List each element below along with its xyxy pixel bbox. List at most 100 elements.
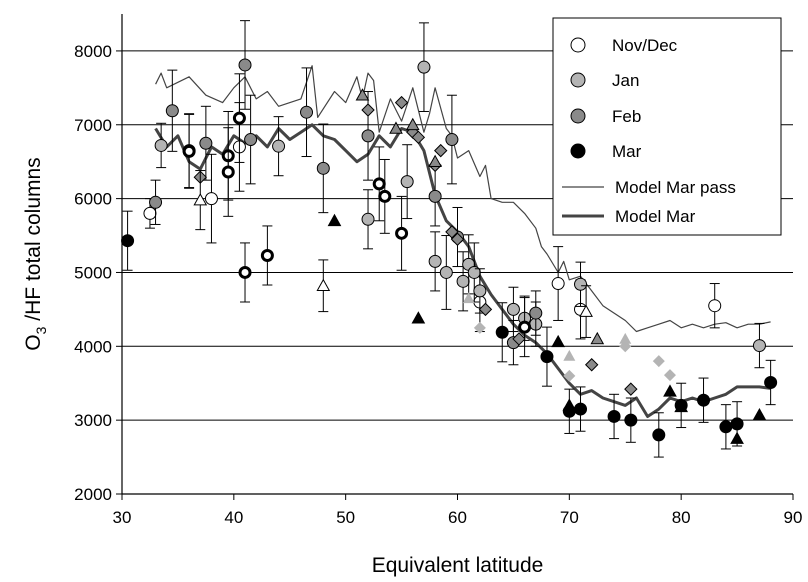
point-nov-dec [204, 192, 218, 206]
point-feb-diamond [361, 103, 375, 117]
point-nov-dec-ring [182, 144, 196, 158]
point-jan-diamond [652, 355, 665, 368]
point-mar-triangle [663, 384, 677, 397]
point-nov-dec-ring [221, 165, 235, 179]
point-feb-diamond [478, 302, 493, 317]
point-feb-diamond [434, 143, 448, 158]
point-nov-dec-ring [238, 265, 252, 279]
point-jan [417, 60, 431, 74]
y-tick-label: 4000 [74, 337, 112, 356]
point-jan [400, 175, 414, 189]
legend-feb-marker [570, 108, 586, 124]
point-jan-diamond [473, 321, 486, 334]
point-feb-diamond [624, 382, 638, 396]
point-nov-dec-ring [232, 111, 246, 125]
point-mar-triangle [674, 399, 689, 413]
legend-feb-label: Feb [612, 107, 641, 126]
point-nov-dec-triangle [316, 278, 331, 292]
point-jan-triangle [462, 292, 475, 304]
point-jan [473, 284, 487, 298]
point-jan [154, 138, 168, 152]
point-jan-diamond [563, 369, 576, 382]
point-nov-dec [143, 206, 157, 220]
point-feb [316, 161, 330, 175]
point-feb [529, 306, 543, 320]
legend-mar-marker [570, 143, 586, 159]
legend-model-mar-label: Model Mar [615, 207, 696, 226]
point-nov-dec-triangle [193, 193, 208, 206]
point-jan-triangle [619, 332, 632, 344]
point-feb [361, 129, 375, 143]
point-jan [439, 265, 453, 279]
point-mar-triangle [411, 311, 426, 324]
x-axis-title: Equivalent latitude [372, 554, 544, 577]
x-tick-label: 90 [784, 508, 803, 527]
tick-labels: 30 40 50 60 70 80 90 2000 3000 4000 5000 6000 7000 80… [74, 42, 802, 527]
point-feb-diamond [394, 95, 409, 110]
point-mar [540, 350, 554, 364]
point-feb [165, 104, 179, 118]
y-tick-label: 7000 [74, 116, 112, 135]
y-axis-title: O3 /HF total columns [22, 157, 49, 350]
y-tick-label: 6000 [74, 190, 112, 209]
point-mar [495, 325, 509, 339]
point-feb-triangle [355, 88, 370, 101]
point-mar-triangle [752, 407, 767, 421]
point-jan [506, 302, 520, 316]
point-nov-dec-ring [372, 177, 386, 191]
y-tick-label: 2000 [74, 485, 112, 504]
point-mar [652, 428, 666, 442]
point-nov-dec-ring [378, 189, 392, 203]
point-feb [428, 189, 442, 203]
legend-box [552, 17, 782, 236]
y-tick-label: 3000 [74, 411, 112, 430]
x-tick-label: 80 [672, 508, 691, 527]
point-jan-diamond [663, 369, 676, 382]
point-nov-dec-ring [395, 226, 409, 240]
point-feb-triangle [428, 154, 442, 167]
data-points [121, 20, 778, 458]
x-tick-label: 40 [224, 508, 243, 527]
point-mar [607, 409, 621, 423]
y-axis-title-rest: /HF total columns [22, 157, 45, 326]
x-tick-label: 30 [113, 508, 132, 527]
legend-nov-dec-marker [570, 37, 586, 53]
point-mar [730, 417, 744, 431]
point-feb [238, 58, 252, 72]
point-mar-triangle [551, 334, 565, 348]
point-nov-dec-ring [260, 248, 274, 262]
point-mar-triangle [730, 431, 744, 444]
point-jan [752, 339, 766, 353]
point-jan [428, 254, 442, 268]
point-mar-triangle [562, 398, 577, 411]
point-feb [199, 136, 213, 150]
point-nov-dec [551, 277, 565, 291]
point-jan [467, 265, 481, 279]
legend: Nov/Dec Jan Feb Mar Model Mar pass Model Mar [552, 17, 782, 236]
point-nov-dec [708, 299, 722, 313]
model-line-model-mar-pass [155, 65, 771, 333]
point-jan [361, 212, 375, 226]
point-mar [719, 420, 733, 434]
legend-model-mar-pass-label: Model Mar pass [615, 178, 736, 197]
point-feb [300, 105, 314, 119]
y-tick-label: 5000 [74, 263, 112, 282]
point-feb [445, 133, 459, 147]
point-jan [272, 139, 286, 153]
y-tick-label: 8000 [74, 42, 112, 61]
point-mar [764, 375, 778, 389]
legend-nov-dec-label: Nov/Dec [612, 36, 678, 55]
point-feb-diamond [584, 358, 599, 372]
point-mar [574, 402, 588, 416]
point-mar [697, 393, 711, 407]
point-feb-diamond [411, 130, 426, 145]
point-feb-diamond [445, 225, 459, 239]
point-feb-triangle [389, 121, 403, 134]
x-tick-label: 70 [560, 508, 579, 527]
point-mar-triangle [327, 213, 342, 227]
point-feb-diamond [450, 232, 465, 246]
point-nov-dec-ring [518, 320, 532, 334]
x-tick-label: 60 [448, 508, 467, 527]
legend-mar-label: Mar [612, 142, 642, 161]
